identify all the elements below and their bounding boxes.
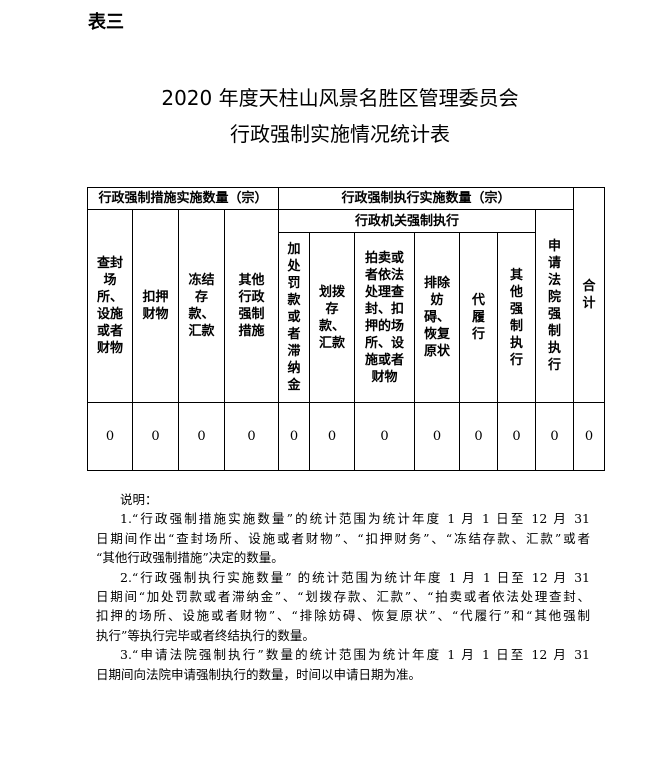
cell-value: 0: [354, 402, 415, 471]
header-freeze: 冻结存款、汇款: [178, 209, 225, 403]
header-other-measures: 其他行政强制措施: [224, 209, 279, 403]
cell-value: 0: [573, 402, 606, 471]
table-number-label: 表三: [88, 12, 124, 33]
header-other-enforcement: 其他强制执行: [497, 232, 537, 403]
note-line: 3.“申请法院强制执行”数量的统计范围为统计年度 1 月 1 日至 12 月 3…: [120, 647, 590, 663]
header-seal: 查封场所、设施或者财物: [87, 209, 133, 403]
table-row: 0 0 0 0 0 0 0 0 0 0 0 0: [87, 402, 606, 471]
header-court-application: 申请法院强制执行: [535, 209, 575, 403]
header-transfer: 划拨存款、汇款: [309, 232, 355, 403]
header-enforcement-group: 行政强制执行实施数量（宗）: [277, 187, 575, 210]
statistics-table: 行政强制措施实施数量（宗） 行政强制执行实施数量（宗） 合计 查封场所、设施或者…: [87, 187, 606, 471]
cell-value: 0: [224, 402, 279, 471]
header-substitute: 代履行: [458, 232, 499, 403]
notes-section: 说明： 1.“行政强制措施实施数量”的统计范围为统计年度 1 月 1 日至 12…: [96, 490, 590, 684]
header-seize: 扣押财物: [132, 209, 179, 403]
note-line: 执行”等执行完毕或者终结执行的数量。: [96, 627, 315, 643]
cell-value: 0: [309, 402, 355, 471]
note-line: 扣押的场所、设施或者财物”、“排除妨碍、恢复原状”、“代履行”和“其他强制: [96, 608, 590, 624]
header-fine: 加处罚款或者滞纳金: [278, 232, 310, 403]
cell-value: 0: [497, 402, 537, 471]
page-title: 2020 年度天柱山风景名胜区管理委员会: [161, 86, 519, 110]
header-auction: 拍卖或者依法处理查封、扣押的场所、设施或者财物: [354, 232, 415, 403]
cell-value: 0: [132, 402, 179, 471]
cell-value: 0: [178, 402, 225, 471]
page-subtitle: 行政强制实施情况统计表: [230, 122, 450, 146]
note-line: 日期间作出“查封场所、设施或者财物”、“扣押财务”、“冻结存款、汇款”或者: [96, 530, 590, 546]
note-line: 1.“行政强制措施实施数量”的统计范围为统计年度 1 月 1 日至 12 月 3…: [120, 511, 590, 527]
note-line: 日期间“加处罚款或者滞纳金”、“划拨存款、汇款”、“拍卖或者依法处理查封、: [96, 589, 590, 605]
header-admin-enforcement: 行政机关强制执行: [277, 209, 537, 233]
cell-value: 0: [87, 402, 133, 471]
note-line: “其他行政强制措施”决定的数量。: [96, 550, 284, 566]
cell-value: 0: [458, 402, 499, 471]
note-line: 日期间向法院申请强制执行的数量，时间以申请日期为准。: [96, 666, 422, 682]
note-line: 2.“行政强制执行实施数量” 的统计范围为统计年度 1 月 1 日至 12 月 …: [120, 569, 590, 585]
header-measures-group: 行政强制措施实施数量（宗）: [87, 187, 279, 210]
cell-value: 0: [535, 402, 575, 471]
cell-value: 0: [278, 402, 310, 471]
cell-value: 0: [414, 402, 460, 471]
header-remove-obstruction: 排除妨碍、恢复原状: [414, 232, 460, 403]
header-total: 合计: [573, 187, 606, 403]
notes-heading: 说明：: [120, 492, 158, 507]
